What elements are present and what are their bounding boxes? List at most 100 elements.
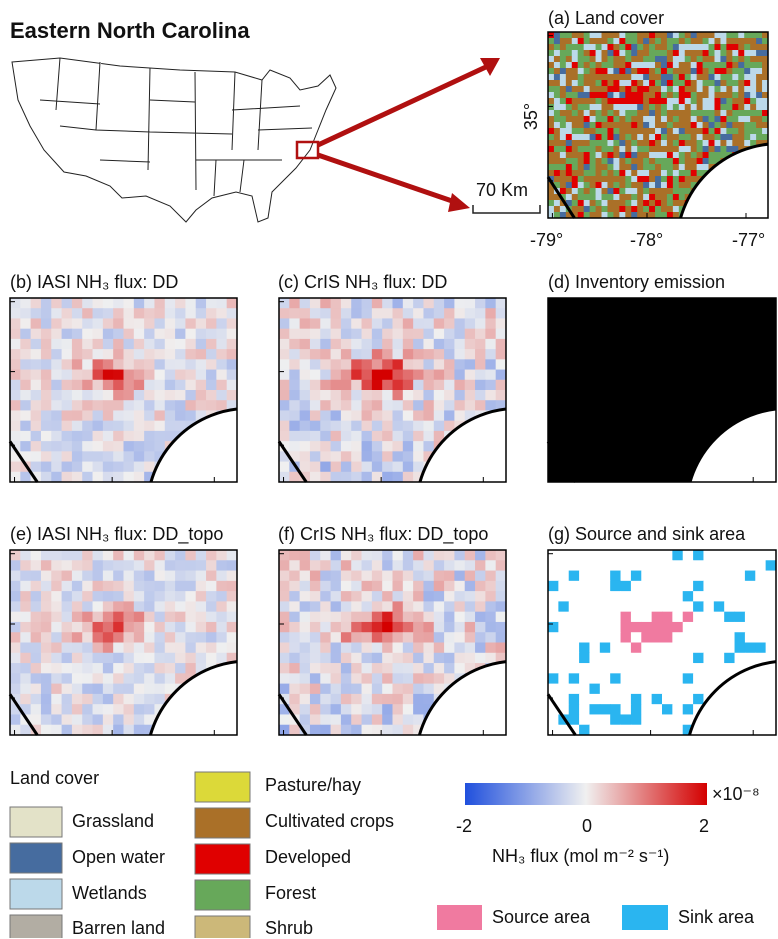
pixel bbox=[475, 380, 486, 391]
pixel bbox=[113, 318, 124, 329]
pixel bbox=[51, 571, 62, 582]
pixel bbox=[745, 643, 756, 654]
pixel bbox=[584, 44, 590, 51]
pixel bbox=[683, 612, 694, 623]
pixel bbox=[331, 359, 342, 370]
pixel bbox=[548, 714, 559, 725]
pixel bbox=[750, 68, 756, 75]
pixel bbox=[444, 591, 455, 602]
pixel bbox=[631, 390, 642, 401]
pixel bbox=[351, 673, 362, 684]
pixel bbox=[41, 390, 52, 401]
pixel bbox=[649, 50, 655, 57]
pixel bbox=[625, 38, 631, 45]
pixel bbox=[560, 38, 566, 45]
pixel bbox=[310, 462, 321, 473]
pixel bbox=[310, 601, 321, 612]
pixel bbox=[584, 80, 590, 87]
pixel bbox=[331, 298, 342, 309]
pixel bbox=[82, 581, 93, 592]
pixel bbox=[735, 560, 746, 571]
pixel bbox=[714, 591, 725, 602]
pixel bbox=[600, 714, 611, 725]
pixel bbox=[351, 560, 362, 571]
pixel bbox=[735, 653, 746, 664]
pixel bbox=[735, 591, 746, 602]
pixel bbox=[673, 188, 679, 195]
pixel bbox=[41, 673, 52, 684]
pixel bbox=[596, 80, 602, 87]
pixel bbox=[403, 410, 414, 421]
pixel bbox=[382, 663, 393, 674]
pixel bbox=[607, 74, 613, 81]
pixel bbox=[579, 329, 590, 340]
pixel bbox=[673, 68, 679, 75]
pixel bbox=[569, 673, 580, 684]
pixel bbox=[113, 359, 124, 370]
pixel bbox=[175, 390, 186, 401]
pixel bbox=[124, 462, 135, 473]
pixel bbox=[206, 622, 217, 633]
pixel bbox=[382, 601, 393, 612]
pixel bbox=[382, 622, 393, 633]
pixel bbox=[434, 421, 445, 432]
pixel bbox=[393, 339, 404, 350]
pixel bbox=[685, 116, 691, 123]
pixel bbox=[227, 601, 238, 612]
pixel bbox=[413, 601, 424, 612]
pixel bbox=[714, 359, 725, 370]
pixel bbox=[693, 349, 704, 360]
pixel bbox=[554, 200, 560, 207]
pixel bbox=[590, 200, 596, 207]
pixel bbox=[320, 472, 331, 483]
pixel bbox=[113, 550, 124, 561]
pixel bbox=[584, 164, 590, 171]
pixel bbox=[649, 134, 655, 141]
pixel bbox=[655, 98, 661, 105]
pixel bbox=[619, 164, 625, 171]
pixel bbox=[569, 349, 580, 360]
pixel bbox=[709, 140, 715, 147]
pixel bbox=[227, 550, 238, 561]
pixel bbox=[144, 643, 155, 654]
pixel bbox=[637, 182, 643, 189]
pixel bbox=[766, 318, 777, 329]
pixel bbox=[196, 329, 207, 340]
pixel bbox=[227, 370, 238, 381]
pixel bbox=[300, 643, 311, 654]
pixel bbox=[175, 591, 186, 602]
pixel bbox=[548, 146, 554, 153]
pixel bbox=[403, 684, 414, 695]
pixel bbox=[310, 612, 321, 623]
pixel bbox=[755, 560, 766, 571]
pixel bbox=[475, 339, 486, 350]
pixel bbox=[227, 318, 238, 329]
pixel bbox=[444, 339, 455, 350]
pixel bbox=[579, 560, 590, 571]
pixel bbox=[607, 92, 613, 99]
pixel bbox=[589, 390, 600, 401]
pixel bbox=[655, 38, 661, 45]
pixel bbox=[279, 725, 290, 736]
pixel bbox=[703, 308, 714, 319]
pixel bbox=[475, 632, 486, 643]
pixel bbox=[351, 329, 362, 340]
pixel bbox=[454, 318, 465, 329]
pixel bbox=[619, 50, 625, 57]
pixel bbox=[631, 339, 642, 350]
pixel bbox=[331, 632, 342, 643]
pixel bbox=[691, 128, 697, 135]
pixel bbox=[637, 140, 643, 147]
pixel bbox=[726, 104, 732, 111]
pixel bbox=[685, 50, 691, 57]
pixel bbox=[652, 643, 663, 654]
pixel bbox=[196, 591, 207, 602]
pixel bbox=[227, 571, 238, 582]
pixel bbox=[51, 714, 62, 725]
pixel bbox=[643, 116, 649, 123]
pixel bbox=[175, 329, 186, 340]
pixel bbox=[720, 50, 726, 57]
pixel bbox=[62, 380, 73, 391]
pixel bbox=[351, 612, 362, 623]
pixel bbox=[382, 725, 393, 736]
